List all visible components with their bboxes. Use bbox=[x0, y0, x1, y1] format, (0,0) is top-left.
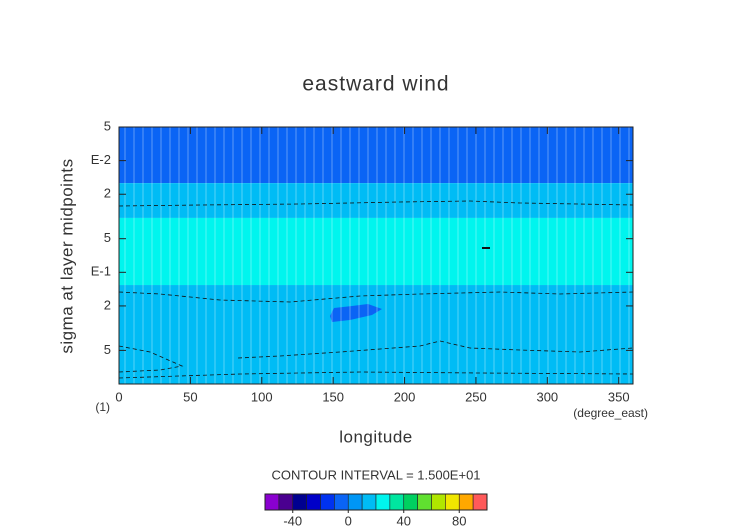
contour-line bbox=[118, 200, 634, 207]
x-tick-label: 250 bbox=[465, 389, 487, 404]
y-tick-label: E-2 bbox=[91, 152, 111, 167]
colorbar-box bbox=[306, 493, 321, 511]
colorbar-box bbox=[278, 493, 294, 511]
chart-title: eastward wind bbox=[302, 73, 449, 96]
colorbar-box bbox=[389, 493, 405, 511]
contour-line bbox=[118, 345, 184, 373]
colorbar-box bbox=[417, 493, 432, 511]
y-note: (1) bbox=[95, 400, 110, 414]
x-tick-label: 100 bbox=[251, 389, 273, 404]
colorbar-box bbox=[472, 493, 488, 511]
x-tick-label: 150 bbox=[322, 389, 344, 404]
contour-band bbox=[119, 127, 633, 184]
y-tick-label: 2 bbox=[104, 297, 111, 312]
contour-line bbox=[118, 291, 634, 303]
x-tick-label: 350 bbox=[608, 389, 630, 404]
colorbar-tick-label: 40 bbox=[397, 513, 411, 528]
x-tick-label: 0 bbox=[115, 389, 122, 404]
colorbar-tick-label: 80 bbox=[452, 513, 466, 528]
x-tick-label: 50 bbox=[183, 389, 197, 404]
colorbar-frame bbox=[264, 493, 488, 511]
contour-line bbox=[237, 340, 634, 359]
colorbar-box bbox=[347, 493, 363, 511]
colorbar-box bbox=[361, 493, 377, 511]
contour-band bbox=[119, 217, 633, 286]
colorbar-box bbox=[403, 493, 418, 511]
plot-frame bbox=[118, 126, 634, 385]
colorbar-box bbox=[334, 493, 349, 511]
colorbar-title: CONTOUR INTERVAL = 1.500E+01 bbox=[271, 467, 480, 482]
colorbar-box bbox=[445, 493, 460, 511]
colorbar-tick-label: 0 bbox=[345, 513, 352, 528]
y-tick-label: 5 bbox=[104, 230, 111, 245]
colorbar-box bbox=[320, 493, 335, 511]
colorbar-box bbox=[264, 493, 280, 511]
colorbar-box bbox=[292, 493, 307, 511]
colorbar-box bbox=[431, 493, 446, 511]
y-tick-label: 2 bbox=[104, 186, 111, 201]
colorbar-tick-label: -40 bbox=[283, 513, 302, 528]
x-tick-label: 300 bbox=[536, 389, 558, 404]
colorbar-box bbox=[375, 493, 391, 511]
x-unit: (degree_east) bbox=[573, 406, 648, 420]
contour-band bbox=[119, 285, 633, 384]
y-tick-label: E-1 bbox=[91, 264, 111, 279]
y-tick-label: 5 bbox=[104, 342, 111, 357]
x-tick-label: 200 bbox=[394, 389, 416, 404]
plot-area bbox=[118, 127, 634, 384]
colorbar-box bbox=[458, 493, 474, 511]
x-axis-label: longitude bbox=[339, 427, 413, 446]
y-tick-label: 5 bbox=[104, 118, 111, 133]
contour-patch bbox=[330, 304, 382, 322]
y-axis-label: sigma at layer midpoints bbox=[57, 158, 76, 353]
contour-band bbox=[119, 183, 633, 218]
contour-line bbox=[118, 371, 634, 379]
